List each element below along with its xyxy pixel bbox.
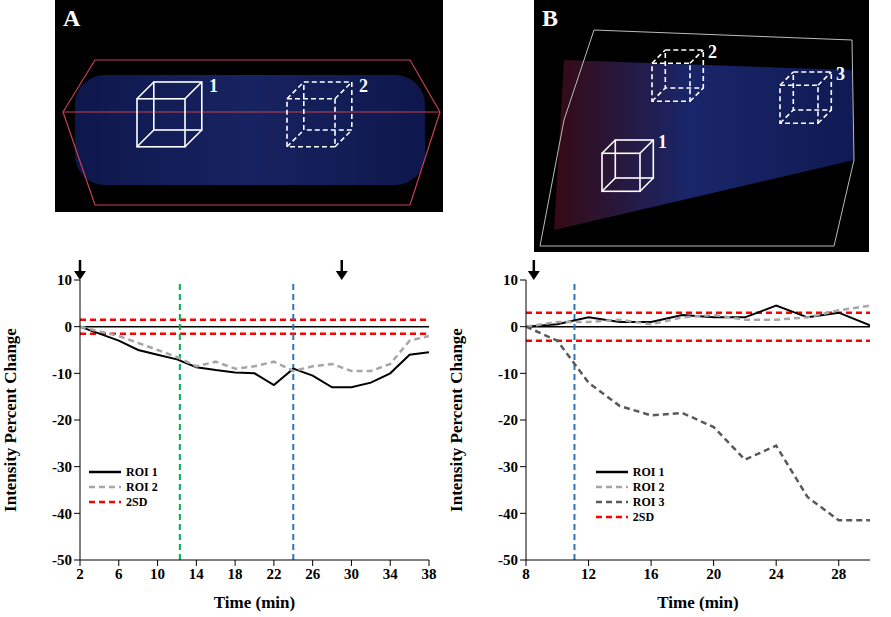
- svg-text:2: 2: [359, 76, 368, 96]
- svg-text:1: 1: [658, 132, 667, 152]
- svg-text:24: 24: [769, 566, 785, 582]
- svg-text:-40: -40: [498, 506, 518, 522]
- svg-text:Intensity Percent Change: Intensity Percent Change: [447, 328, 466, 512]
- svg-text:-30: -30: [52, 459, 72, 475]
- svg-text:Time (min): Time (min): [214, 593, 295, 612]
- svg-text:28: 28: [831, 566, 846, 582]
- svg-text:-40: -40: [52, 506, 72, 522]
- svg-text:10: 10: [503, 272, 518, 288]
- svg-text:10: 10: [150, 566, 165, 582]
- svg-text:3: 3: [836, 64, 845, 84]
- svg-text:-20: -20: [52, 412, 72, 428]
- svg-text:38: 38: [422, 566, 437, 582]
- html-text:ROI 2: ROI 2: [632, 479, 665, 494]
- svg-text:1: 1: [209, 76, 218, 96]
- html-text:ROI 1: ROI 1: [126, 464, 158, 479]
- svg-text:Intensity Percent Change: Intensity Percent Change: [1, 328, 20, 512]
- html-text:ROI 3: ROI 3: [632, 494, 665, 509]
- svg-text:22: 22: [266, 566, 281, 582]
- html-text:2SD: 2SD: [126, 494, 148, 509]
- svg-text:10: 10: [57, 272, 72, 288]
- svg-text:-10: -10: [52, 366, 72, 382]
- html-text:ROI 1: ROI 1: [632, 464, 665, 479]
- svg-text:2: 2: [708, 42, 717, 62]
- svg-text:8: 8: [522, 566, 530, 582]
- html-text:ROI 2: ROI 2: [126, 479, 158, 494]
- svg-text:0: 0: [511, 319, 519, 335]
- svg-text:-30: -30: [498, 459, 518, 475]
- svg-text:26: 26: [305, 566, 321, 582]
- html-text:2SD: 2SD: [632, 509, 655, 524]
- svg-text:A: A: [63, 5, 81, 31]
- svg-text:30: 30: [344, 566, 359, 582]
- svg-text:Time (min): Time (min): [657, 593, 738, 612]
- svg-text:2: 2: [76, 566, 84, 582]
- svg-text:34: 34: [383, 566, 399, 582]
- svg-text:16: 16: [644, 566, 660, 582]
- svg-text:20: 20: [706, 566, 721, 582]
- svg-text:B: B: [542, 5, 558, 31]
- svg-text:-20: -20: [498, 412, 518, 428]
- svg-text:14: 14: [189, 566, 205, 582]
- svg-text:-50: -50: [498, 552, 518, 568]
- svg-text:-10: -10: [498, 366, 518, 382]
- svg-text:-50: -50: [52, 552, 72, 568]
- svg-text:0: 0: [65, 319, 73, 335]
- svg-text:12: 12: [581, 566, 596, 582]
- svg-text:6: 6: [115, 566, 123, 582]
- svg-text:18: 18: [228, 566, 243, 582]
